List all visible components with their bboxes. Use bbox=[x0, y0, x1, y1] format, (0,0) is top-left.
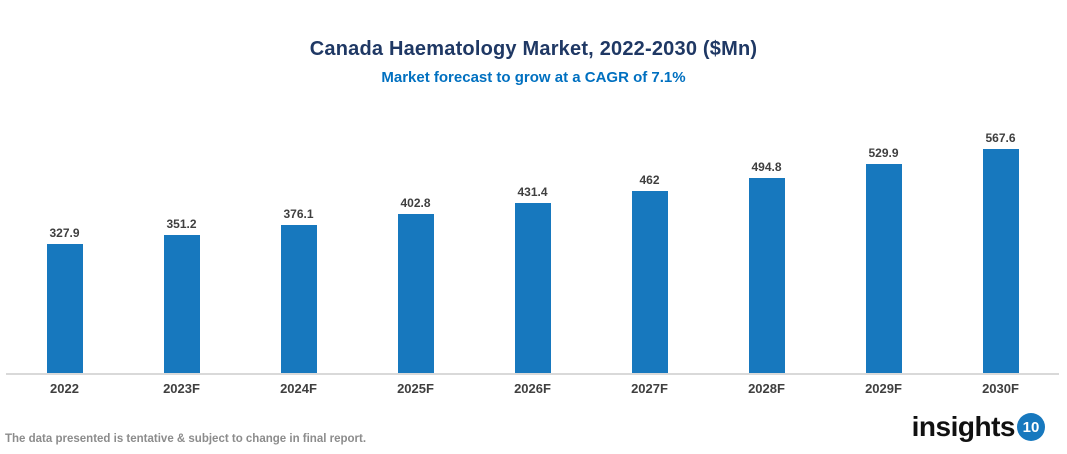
x-axis-label: 2026F bbox=[514, 381, 551, 396]
bar bbox=[982, 149, 1019, 373]
logo-badge-10: 10 bbox=[1017, 413, 1045, 441]
bar-group: 402.8 bbox=[357, 110, 474, 373]
bar-group: 494.8 bbox=[708, 110, 825, 373]
bar-value-label: 402.8 bbox=[400, 196, 431, 211]
x-axis-label: 2028F bbox=[748, 381, 785, 396]
insights10-logo: insights 10 bbox=[912, 413, 1045, 441]
x-axis-label: 2023F bbox=[163, 381, 200, 396]
bar-value-label: 494.8 bbox=[751, 160, 782, 174]
bar-value-label: 462 bbox=[639, 173, 660, 187]
disclaimer-text: The data presented is tentative & subjec… bbox=[5, 433, 367, 445]
plot-area: 327.9 351.2 376.1 402.8 431.4 462 494.8 529.9 56… bbox=[6, 110, 1059, 375]
bar-value-label: 327.9 bbox=[49, 225, 80, 240]
bar bbox=[46, 243, 83, 373]
x-axis-label: 2027F bbox=[631, 381, 668, 396]
bar-group: 462 bbox=[591, 110, 708, 373]
bar bbox=[397, 214, 434, 373]
bar bbox=[631, 191, 668, 373]
bar bbox=[280, 224, 317, 373]
bar-value-label: 376.1 bbox=[283, 206, 314, 221]
bar-group: 529.9 bbox=[825, 110, 942, 373]
x-axis-labels: 2022 2023F 2024F 2025F 2026F 2027F 2028F 2029F 2… bbox=[6, 381, 1059, 396]
bar bbox=[865, 164, 902, 373]
bar-value-label: 529.9 bbox=[868, 146, 899, 161]
x-axis-label: 2030F bbox=[982, 381, 1019, 396]
chart-title: Canada Haematology Market, 2022-2030 ($M… bbox=[309, 38, 758, 60]
bar-value-label: 351.2 bbox=[166, 216, 197, 231]
bar bbox=[514, 203, 551, 373]
bar-value-label: 431.4 bbox=[517, 185, 548, 199]
bar-group: 431.4 bbox=[474, 110, 591, 373]
x-axis-label: 2029F bbox=[865, 381, 902, 396]
x-axis-label: 2022 bbox=[50, 381, 79, 396]
bar-group: 327.9 bbox=[6, 110, 123, 373]
bar bbox=[163, 234, 200, 373]
logo-text: insights bbox=[911, 411, 1016, 442]
x-axis-label: 2025F bbox=[397, 381, 434, 396]
bar bbox=[748, 178, 785, 373]
x-axis-label: 2024F bbox=[280, 381, 317, 396]
bar-group: 351.2 bbox=[123, 110, 240, 373]
bar-group: 376.1 bbox=[240, 110, 357, 373]
chart-subtitle: Market forecast to grow at a CAGR of 7.1… bbox=[381, 69, 686, 86]
bar-group: 567.6 bbox=[942, 110, 1059, 373]
bar-value-label: 567.6 bbox=[985, 131, 1016, 146]
